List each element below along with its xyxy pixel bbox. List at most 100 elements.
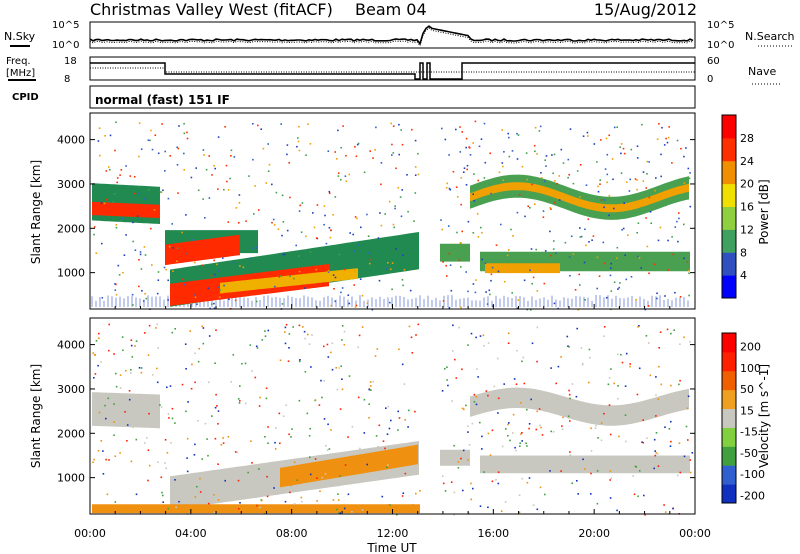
nave-trace xyxy=(90,67,695,73)
velocity-scatter-point xyxy=(181,383,184,386)
velocity-scatter-point xyxy=(325,471,328,474)
power-scatter-point xyxy=(334,300,336,303)
power-scatter-point xyxy=(630,276,633,278)
power-scatter-point xyxy=(280,275,282,277)
velocity-scatter-point xyxy=(497,357,499,360)
velocity-scatter-point xyxy=(453,444,455,447)
power-scatter-point xyxy=(115,224,118,226)
velocity-scatter-point xyxy=(310,366,312,368)
power-scatter-point xyxy=(481,231,483,234)
velocity-scatter-point xyxy=(560,470,562,472)
velocity-scatter-point xyxy=(617,385,619,387)
velocity-scatter-point xyxy=(491,480,494,483)
ytick-label: 3000 xyxy=(57,383,85,396)
power-scatter-point xyxy=(616,257,618,259)
power-scatter-point xyxy=(608,134,610,137)
power-scatter-point xyxy=(185,252,187,255)
power-scatter-point xyxy=(354,306,357,308)
power-scatter-point xyxy=(593,143,596,145)
power-scatter-point xyxy=(183,122,185,125)
power-scatter-point xyxy=(355,304,358,307)
velocity-scatter-point xyxy=(668,428,671,430)
velocity-scatter-point xyxy=(290,436,292,438)
velocity-scatter-point xyxy=(97,449,100,452)
velocity-scatter-point xyxy=(314,458,317,460)
power-scatter-point xyxy=(588,241,590,243)
velocity-scatter-point xyxy=(134,345,136,347)
colorbar-tick-label: -50 xyxy=(740,447,758,460)
velocity-scatter-point xyxy=(472,487,474,490)
velocity-scatter-point xyxy=(246,491,249,493)
velocity-scatter-point xyxy=(408,325,411,328)
velocity-scatter-point xyxy=(197,420,199,422)
power-scatter-point xyxy=(199,256,201,259)
power-scatter-point xyxy=(183,132,186,135)
velocity-scatter-point xyxy=(167,507,169,510)
power-scatter-point xyxy=(642,171,645,173)
velocity-scatter-point xyxy=(256,504,258,507)
power-scatter-point xyxy=(300,231,303,233)
velocity-scatter-point xyxy=(368,403,370,405)
velocity-scatter-point xyxy=(159,404,161,406)
power-scatter-point xyxy=(297,137,299,139)
velocity-scatter-point xyxy=(113,421,115,423)
velocity-scatter-point xyxy=(653,438,656,441)
velocity-scatter-point xyxy=(155,327,157,329)
power-scatter-point xyxy=(296,145,298,148)
velocity-scatter-point xyxy=(589,356,591,359)
power-scatter-point xyxy=(334,276,337,279)
power-scatter-point xyxy=(465,271,467,273)
velocity-scatter-point xyxy=(687,439,689,441)
power-scatter-point xyxy=(658,123,660,125)
colorbar-tick-label: 12 xyxy=(740,223,754,236)
velocity-scatter-point xyxy=(236,451,239,454)
velocity-scatter-point xyxy=(513,378,516,380)
velocity-scatter-point xyxy=(632,475,634,477)
power-scatter-point xyxy=(176,164,179,166)
power-scatter-point xyxy=(353,270,356,272)
velocity-scatter-point xyxy=(274,448,277,450)
velocity-scatter-point xyxy=(201,325,204,328)
velocity-scatter-point xyxy=(105,458,107,461)
nsky-tick-top: 10^5 xyxy=(52,20,79,31)
power-scatter-point xyxy=(578,273,580,276)
colorbar-tick-label: 15 xyxy=(740,404,754,417)
power-scatter-point xyxy=(606,181,608,184)
power-scatter-point xyxy=(574,289,577,291)
velocity-scatter-point xyxy=(578,410,581,412)
velocity-scatter-point xyxy=(378,424,381,427)
power-scatter-point xyxy=(549,230,551,233)
power-scatter-point xyxy=(606,153,609,156)
power-scatter-point xyxy=(608,194,611,197)
power-scatter-point xyxy=(483,122,486,125)
velocity-scatter-point xyxy=(119,374,122,376)
velocity-scatter-point xyxy=(375,435,378,437)
power-scatter-point xyxy=(613,281,616,283)
power-scatter-point xyxy=(354,270,356,273)
power-scatter-point xyxy=(584,228,586,231)
power-scatter-point xyxy=(572,182,575,185)
velocity-scatter-point xyxy=(341,339,343,341)
power-scatter-point xyxy=(295,244,297,247)
velocity-scatter-point xyxy=(230,381,232,383)
power-scatter-point xyxy=(172,270,174,272)
power-scatter-point xyxy=(367,235,370,237)
power-scatter-point xyxy=(93,233,95,236)
velocity-scatter-point xyxy=(135,493,138,496)
velocity-scatter-point xyxy=(174,328,176,330)
velocity-scatter-point xyxy=(336,388,339,391)
velocity-scatter-point xyxy=(254,376,257,379)
power-scatter-point xyxy=(268,163,271,166)
power-scatter-point xyxy=(115,293,118,296)
power-scatter-point xyxy=(676,220,678,223)
power-scatter-point xyxy=(511,150,514,152)
power-scatter-point xyxy=(380,183,382,186)
power-scatter-point xyxy=(666,141,669,144)
power-scatter-point xyxy=(379,212,381,214)
power-scatter-point xyxy=(176,146,178,149)
power-scatter-point xyxy=(341,287,344,289)
power-scatter-point xyxy=(230,155,232,157)
power-scatter-point xyxy=(324,214,326,217)
velocity-scatter-point xyxy=(102,473,105,475)
power-scatter-point xyxy=(646,245,649,248)
